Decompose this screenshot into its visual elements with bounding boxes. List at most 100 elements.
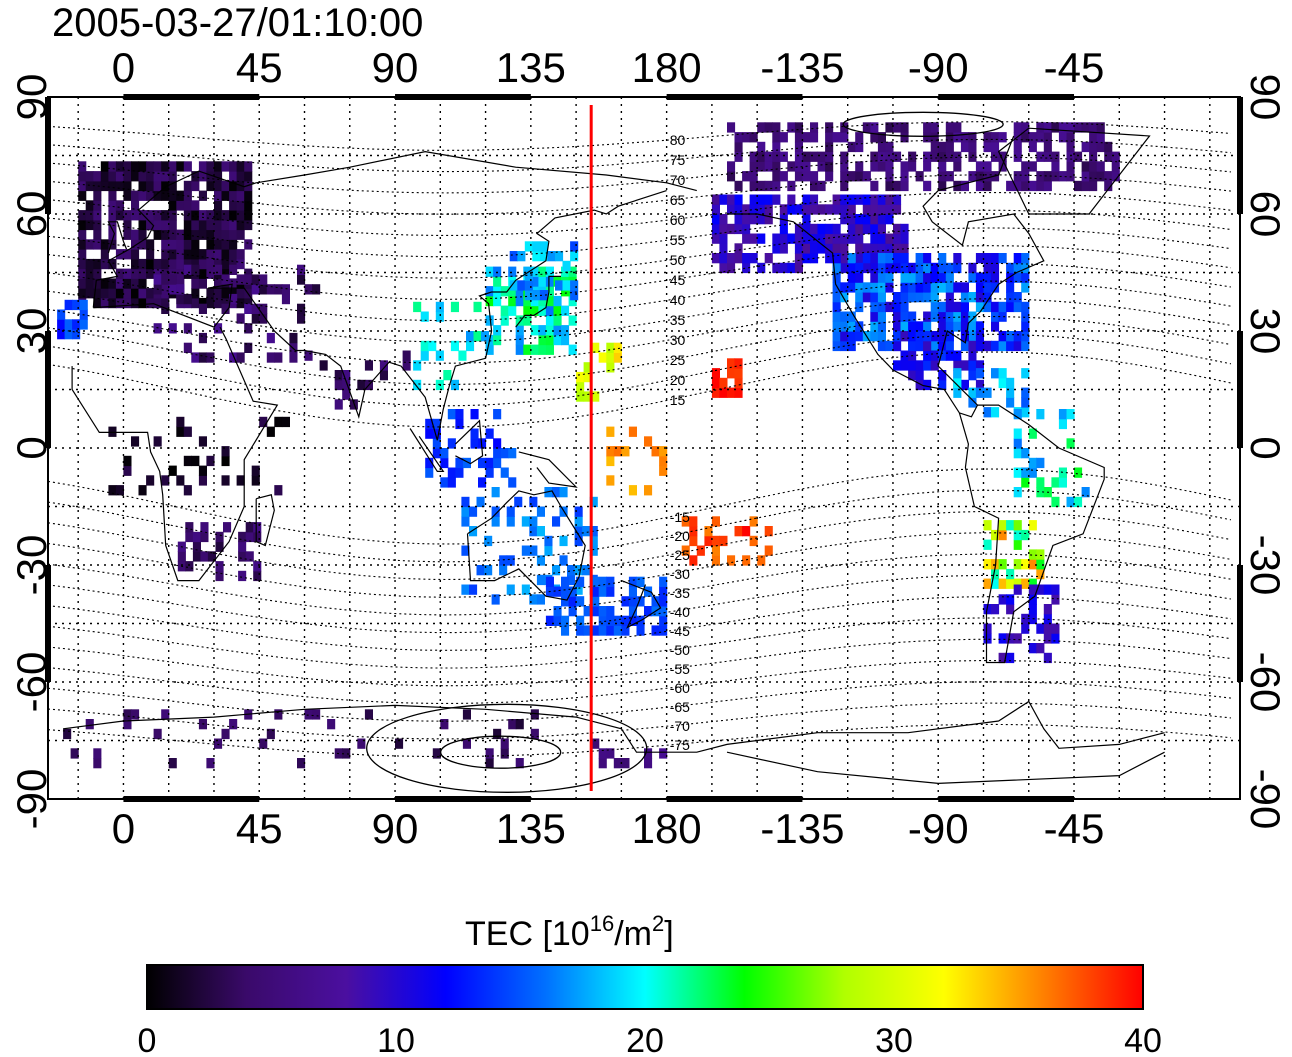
south-pole-ring: [440, 735, 562, 769]
tec-cell: [450, 340, 459, 352]
tec-cell: [553, 586, 562, 597]
tec-cell: [1036, 643, 1045, 654]
tec-cell: [515, 295, 524, 307]
colorbar-ticks: 0 10 20 30 40: [138, 1022, 1162, 1057]
tec-cell: [960, 141, 969, 153]
tec-cell: [485, 748, 494, 759]
tec-cell: [561, 586, 570, 597]
tec-cell: [877, 262, 886, 274]
tec-cell: [711, 223, 720, 235]
tec-cell: [938, 301, 947, 313]
tec-cell: [176, 229, 185, 240]
tec-cell: [764, 180, 773, 192]
tec-cell: [885, 272, 894, 283]
tec-cell: [983, 578, 992, 589]
tec-cell: [1013, 409, 1022, 420]
tec-cell: [877, 321, 886, 332]
tec-cell: [123, 171, 132, 182]
tec-cell: [161, 239, 170, 250]
tec-cell: [206, 171, 215, 182]
tec-cell: [146, 219, 155, 231]
top-longitude-ticks: 0 45 90 135 180 -135 -90 -45: [112, 44, 1105, 91]
tec-cell: [493, 409, 502, 420]
tec-cell: [183, 293, 192, 305]
tec-cell: [447, 477, 456, 488]
tec-cell: [570, 241, 579, 252]
tec-cell: [191, 180, 200, 192]
tec-cell: [810, 243, 819, 254]
tec-cell: [168, 219, 177, 231]
tec-cell: [214, 180, 223, 192]
tec-cell: [1058, 132, 1067, 143]
tec-cell: [764, 122, 773, 133]
mlat-contour: [47, 510, 1232, 581]
tec-cell: [570, 290, 579, 301]
tec-cell: [78, 229, 87, 240]
tec-cell: [138, 190, 147, 201]
tec-cell: [574, 526, 583, 537]
tec-cell: [779, 132, 788, 143]
tec-cell: [274, 485, 283, 496]
tec-cell: [1066, 151, 1075, 162]
tec-cell: [432, 418, 441, 430]
tec-cell: [877, 243, 886, 254]
tec-cell: [244, 323, 253, 334]
tec-cell: [183, 200, 192, 211]
tec-cell: [461, 545, 470, 556]
tec-cell: [251, 284, 260, 295]
tec-cell: [757, 122, 766, 133]
tec-cell: [545, 266, 554, 277]
tec-cell: [908, 282, 917, 293]
colorbar: [146, 964, 1144, 1010]
tec-cell: [991, 578, 1000, 589]
tec-cell: [236, 288, 245, 299]
tec-cell: [991, 151, 1000, 162]
tec-cell: [161, 229, 170, 240]
tec-cell: [538, 276, 547, 287]
tec-cell: [168, 249, 177, 260]
mlat-label: -70: [670, 718, 690, 734]
tec-cell: [749, 180, 758, 192]
tec-cell: [870, 292, 879, 303]
tec-cell: [146, 239, 155, 250]
tec-cell: [221, 728, 230, 740]
tec-cell: [998, 340, 1007, 352]
tec-cell: [960, 282, 969, 293]
tec-cell: [466, 340, 475, 352]
tec-cell: [561, 266, 570, 277]
tec-cell: [644, 485, 653, 496]
tec-cell: [840, 204, 849, 215]
tec-cell: [983, 282, 992, 293]
tec-cell: [749, 151, 758, 162]
tec-cell: [938, 253, 947, 264]
tec-cell: [900, 180, 909, 192]
tec-cell: [606, 606, 615, 617]
tec-cell: [930, 151, 939, 162]
tec-cell: [530, 295, 539, 307]
tec-cell: [131, 171, 140, 182]
tec-cell: [1013, 520, 1022, 531]
tec-cell: [893, 243, 902, 254]
tec-cell: [1021, 529, 1030, 541]
tec-cell: [960, 132, 969, 143]
tec-cell: [870, 321, 879, 332]
tec-cell: [470, 428, 479, 439]
tec-cell: [253, 570, 262, 582]
tec-cell: [1089, 151, 1098, 162]
tec-cell: [945, 141, 954, 153]
tec-cell: [198, 171, 207, 182]
tec-cell: [764, 253, 773, 264]
tec-cell: [734, 253, 743, 264]
tec-cell: [764, 151, 773, 162]
tec-cell: [1028, 549, 1037, 560]
tec-cell: [930, 122, 939, 133]
mlat-contour: [47, 227, 1231, 279]
tec-cell: [183, 426, 192, 437]
tec-cell: [221, 249, 230, 260]
tec-cell: [953, 132, 962, 143]
tec-cell: [177, 551, 186, 562]
tec-cell: [108, 288, 117, 299]
tec-cell: [727, 387, 736, 398]
tec-cell: [221, 455, 230, 467]
tec-cell: [245, 531, 254, 543]
